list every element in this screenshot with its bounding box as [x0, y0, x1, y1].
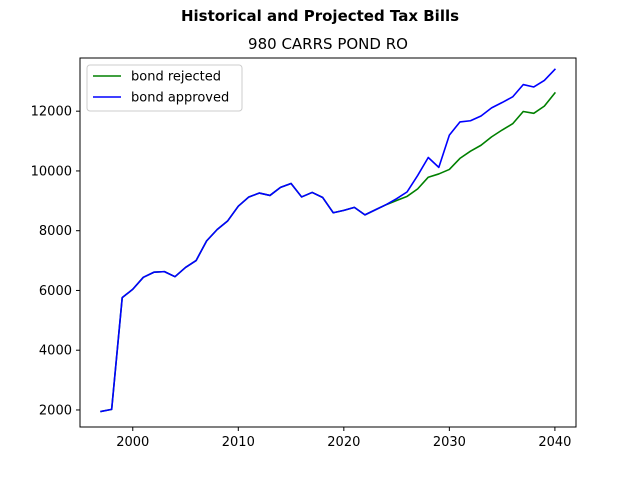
- y-tick-label: 8000: [39, 224, 72, 239]
- legend: bond rejected bond approved: [86, 64, 243, 112]
- legend-box: [86, 64, 243, 112]
- x-axis-ticks: 2000 2010 2020 2030 2040: [116, 427, 571, 450]
- x-tick-label: 2030: [433, 435, 466, 450]
- x-tick-label: 2020: [327, 435, 360, 450]
- plot-lines: [100, 68, 557, 413]
- y-tick-label: 6000: [39, 284, 72, 299]
- y-axis-ticks: 2000 4000 6000 8000 10000 12000: [31, 105, 80, 418]
- y-tick-label: 2000: [39, 403, 72, 418]
- x-tick-label: 2010: [222, 435, 255, 450]
- chart-title: Historical and Projected Tax Bills: [180, 7, 460, 25]
- x-tick-label: 2040: [538, 435, 571, 450]
- axes-frame: [79, 57, 577, 428]
- legend-label: bond approved: [131, 91, 229, 106]
- chart-subtitle: 980 CARRS POND RO: [248, 35, 408, 53]
- series-line-bond-approved: [100, 68, 557, 413]
- y-tick-label: 12000: [31, 105, 72, 120]
- y-tick-label: 10000: [31, 164, 72, 179]
- x-tick-label: 2000: [116, 435, 149, 450]
- y-tick-label: 4000: [39, 344, 72, 359]
- series-line-bond-rejected: [100, 91, 557, 413]
- legend-label: bond rejected: [131, 70, 221, 85]
